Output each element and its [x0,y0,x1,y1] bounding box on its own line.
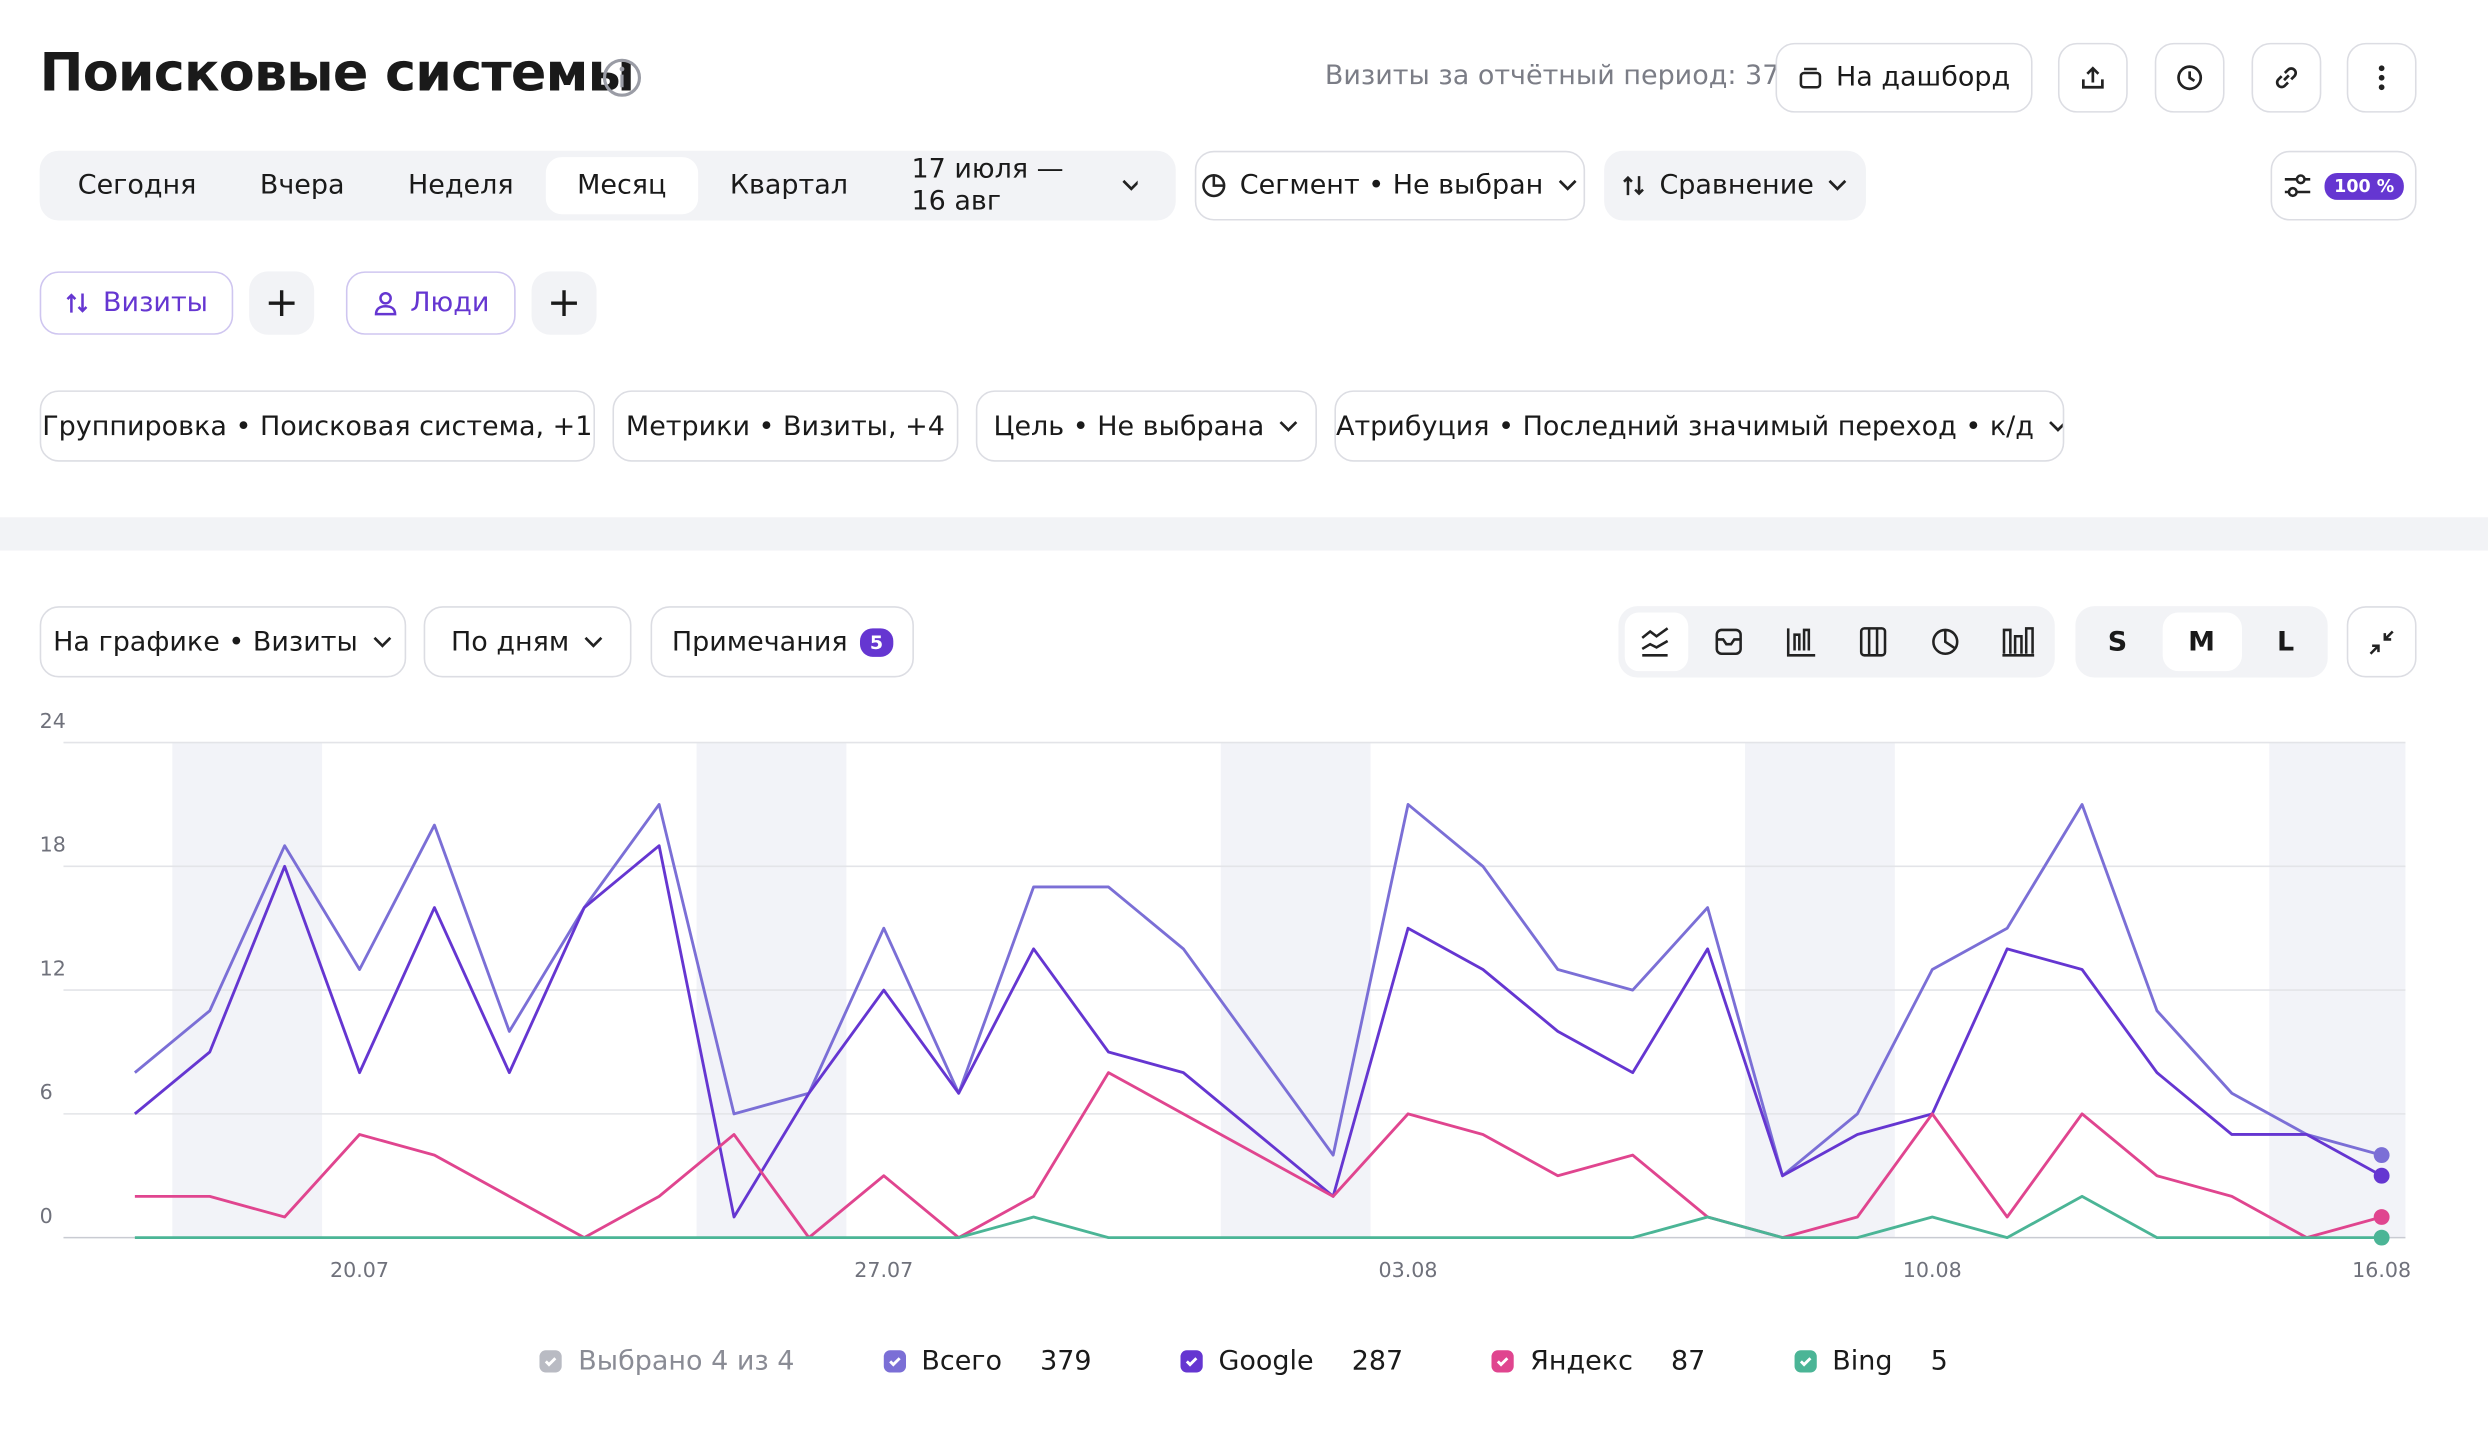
checkbox[interactable] [1492,1350,1515,1373]
compare-button[interactable]: Сравнение [1604,150,1866,221]
collapse-button[interactable] [2346,606,2417,678]
legend-name: Яндекс [1530,1345,1633,1378]
legend-item[interactable]: Google 287 [1180,1345,1404,1378]
filter-chip[interactable]: Цель • Не выбрана [975,390,1317,462]
filter-label: Атрибуция • Последний значимый переход •… [1336,410,2034,442]
legend-all[interactable]: Выбрано 4 из 4 [540,1345,795,1378]
chart-type-icons[interactable] [1618,606,2054,677]
filter-label: Метрики • Визиты, +4 [625,410,945,442]
granularity-label: По дням [450,625,570,658]
legend-total: 379 [1040,1345,1092,1378]
series-select-label: На графике • Визиты [53,625,358,658]
checkbox[interactable] [1180,1350,1203,1373]
series-select[interactable]: На графике • Визиты [39,606,407,678]
settings-button[interactable]: 100 % [2270,150,2417,221]
period-selector: Сегодня Вчера Неделя Месяц Квартал 17 июля — … [39,150,1176,221]
info-icon[interactable] [601,57,642,98]
y-tick-label: 24 [40,709,66,733]
legend-total: 287 [1351,1345,1404,1378]
size-option[interactable]: L [2277,625,2295,658]
legend-total: 5 [1930,1345,1948,1378]
export-button[interactable] [2057,42,2128,113]
period-tab[interactable]: Квартал [729,169,849,202]
filter-chip[interactable]: Метрики • Визиты, +4 [612,390,959,462]
series-line [134,1071,2383,1240]
y-tick-label: 0 [40,1204,53,1228]
line-chart: 0 6 12 18 24 20.07 27.07 03.08 10.08 16.08 [40,709,2411,1282]
legend-all-label: Выбрано 4 из 4 [578,1345,795,1378]
add-metric[interactable]: + [249,271,315,335]
legend-item[interactable]: Bing 5 [1794,1345,1948,1378]
series-line [133,803,2383,1178]
checkbox[interactable] [883,1350,906,1373]
notes-count: 5 [860,627,893,657]
metric-chip[interactable]: Визиты [39,271,234,335]
series-line [134,1194,2382,1240]
checkbox[interactable] [1794,1350,1817,1373]
period-tab[interactable]: Неделя [408,169,514,202]
x-tick-label: 27.07 [854,1258,913,1282]
legend-name: Google [1218,1345,1314,1378]
period-tab[interactable]: Сегодня [77,169,197,202]
legend-total: 87 [1670,1345,1706,1378]
metric-chip[interactable]: Люди [345,271,516,335]
last-point [2373,1147,2390,1164]
last-point [2373,1229,2390,1246]
filter-label: Цель • Не выбрана [993,410,1265,442]
dashboard-label: На дашборд [1835,61,2011,94]
checkbox[interactable] [540,1350,563,1373]
y-tick-label: 18 [40,833,66,857]
chevron [1122,179,1138,191]
page-title: Поисковые системы [39,41,635,104]
date-range[interactable]: 17 июля — 16 авг [880,153,1170,218]
sampling-badge: 100 % [2324,172,2404,200]
legend-item[interactable]: Всего 379 [883,1345,1092,1378]
notes-button[interactable]: Примечания 5 [650,606,914,678]
filter-chip[interactable]: Атрибуция • Последний значимый переход •… [1334,390,2065,462]
segment-button[interactable]: Сегмент • Не выбран [1194,150,1586,221]
dashboard-button[interactable]: На дашборд [1775,42,2033,113]
metric-label: Люди [410,287,490,319]
section-separator [0,517,2488,551]
compare-label: Сравнение [1659,169,1814,202]
visits-total: Визиты за отчётный период: 379 [1324,60,1797,93]
granularity-select[interactable]: По дням [423,606,632,678]
last-point [2373,1167,2390,1184]
size-option[interactable]: M [2161,612,2242,672]
legend-item[interactable]: Яндекс 87 [1492,1345,1706,1378]
chart-type-group [1618,606,2055,678]
x-tick-label: 20.07 [330,1258,389,1282]
x-tick-label: 16.08 [2352,1258,2411,1282]
legend: Выбрано 4 из 4 Всего 379 Google 287 Яндекс 87 B… [0,1345,2488,1378]
series-line [133,844,2383,1219]
more-button[interactable] [2346,42,2417,113]
size-option[interactable]: S [2107,625,2128,658]
legend-name: Всего [921,1345,1003,1378]
x-tick-label: 03.08 [1379,1258,1438,1282]
x-tick-label: 10.08 [1903,1258,1962,1282]
date-range-label: 17 июля — 16 авг [911,153,1064,218]
link-button[interactable] [2251,42,2322,113]
metric-label: Визиты [103,287,208,319]
y-tick-label: 12 [40,956,66,980]
filter-label: Группировка • Поисковая система, +1 [42,410,593,442]
period-tab[interactable]: Вчера [259,169,345,202]
segment-label: Сегмент • Не выбран [1239,169,1544,202]
period-tab[interactable]: Месяц [545,157,699,215]
history-button[interactable] [2154,42,2225,113]
legend-name: Bing [1832,1345,1893,1378]
filter-chip[interactable]: Группировка • Поисковая система, +1 [39,390,596,462]
y-tick-label: 6 [40,1080,53,1104]
notes-label: Примечания [671,625,848,658]
add-metric[interactable]: + [531,271,597,335]
last-point [2373,1209,2390,1225]
